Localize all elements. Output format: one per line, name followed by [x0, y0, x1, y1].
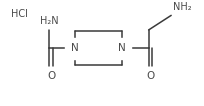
Text: NH₂: NH₂	[172, 2, 191, 12]
Text: HCl: HCl	[11, 9, 28, 19]
Text: N: N	[71, 43, 78, 53]
Text: H₂N: H₂N	[40, 16, 58, 26]
Text: N: N	[118, 43, 125, 53]
Text: O: O	[146, 71, 154, 81]
Text: O: O	[47, 71, 55, 81]
